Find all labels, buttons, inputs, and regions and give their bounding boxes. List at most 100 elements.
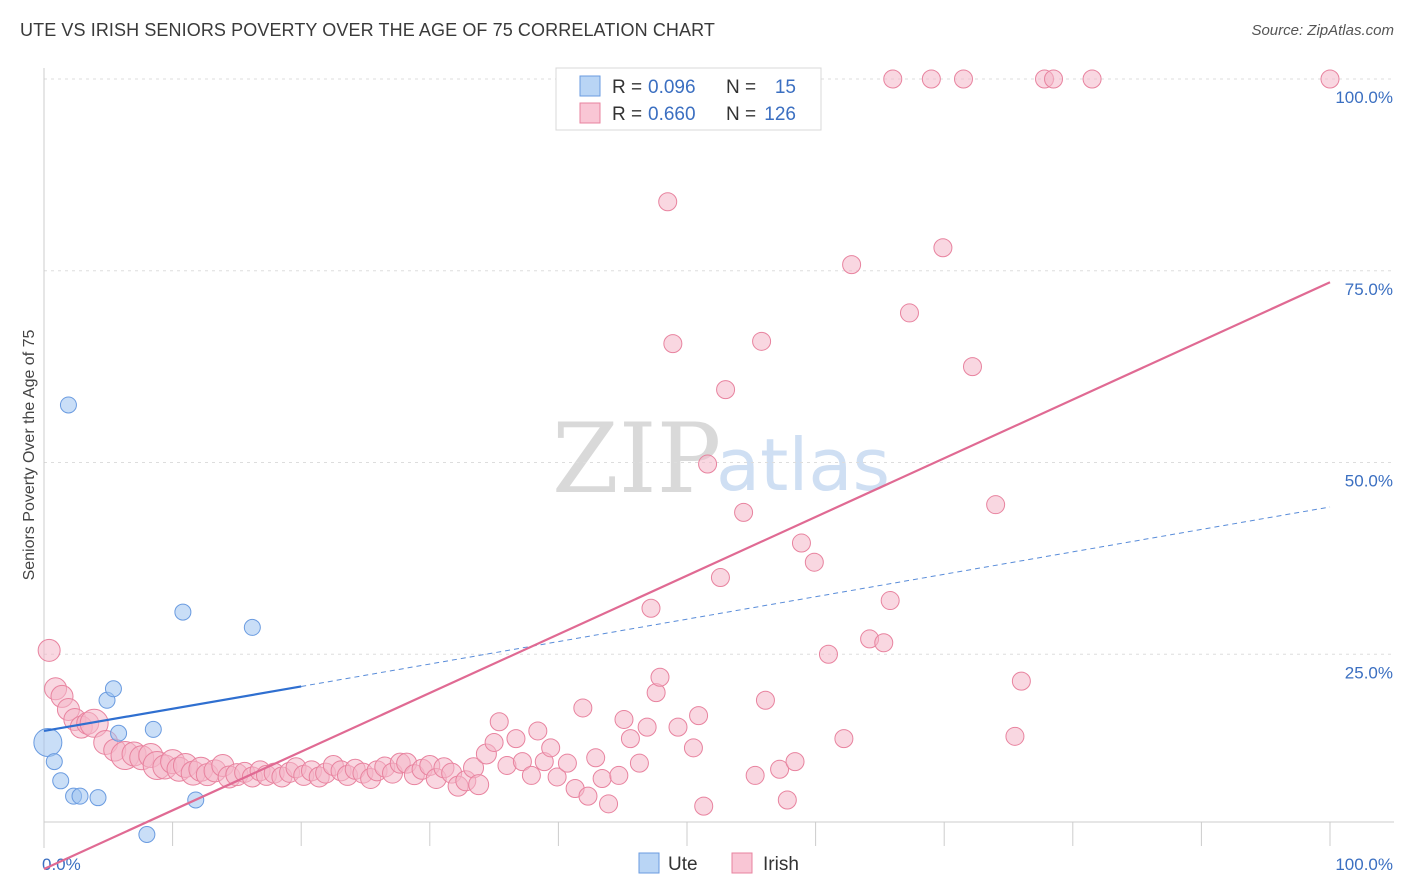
y-axis-label: Seniors Poverty Over the Age of 75 bbox=[21, 330, 38, 581]
x-tick-label-1: 100.0% bbox=[1335, 855, 1393, 874]
irish-point-100 bbox=[785, 752, 805, 772]
ute-point-2 bbox=[52, 772, 70, 790]
irish-point-0 bbox=[37, 638, 61, 662]
irish-point-79 bbox=[620, 729, 640, 749]
x-axis-ticks bbox=[43, 822, 1331, 846]
ute-point-6 bbox=[89, 789, 107, 807]
irish-point-82 bbox=[641, 598, 661, 618]
y-tick-label-2: 75.0% bbox=[1345, 280, 1393, 299]
bottom-legend-ute-swatch bbox=[638, 852, 660, 874]
irish-point-103 bbox=[818, 644, 838, 664]
irish-point-115 bbox=[883, 69, 903, 89]
watermark-atlas: atlas bbox=[716, 423, 890, 507]
y-tick-labels: 25.0% 50.0% 75.0% 100.0% bbox=[1335, 88, 1393, 682]
irish-point-80 bbox=[629, 753, 649, 773]
legend-irish-r-value: 0.660 bbox=[648, 104, 696, 125]
irish-point-91 bbox=[698, 454, 718, 474]
irish-point-99 bbox=[777, 790, 797, 810]
legend-ute-swatch bbox=[579, 75, 601, 97]
irish-point-81 bbox=[637, 717, 657, 737]
irish-point-95 bbox=[745, 765, 765, 785]
legend-irish-swatch bbox=[579, 102, 601, 124]
irish-point-104 bbox=[834, 729, 854, 749]
grid bbox=[44, 78, 1394, 655]
ute-point-14 bbox=[243, 618, 261, 636]
irish-point-63 bbox=[506, 729, 526, 749]
ute-point-3 bbox=[59, 396, 77, 414]
irish-point-75 bbox=[592, 769, 612, 789]
ute-series bbox=[33, 396, 261, 843]
source-label: Source: ZipAtlas.com bbox=[1251, 22, 1394, 39]
ute-point-9 bbox=[110, 724, 128, 742]
irish-point-89 bbox=[689, 706, 709, 726]
irish-point-94 bbox=[734, 502, 754, 522]
bottom-legend-irish-swatch bbox=[731, 852, 753, 874]
irish-point-66 bbox=[528, 721, 548, 741]
watermark-zip: ZIP bbox=[552, 403, 721, 515]
irish-point-87 bbox=[668, 717, 688, 737]
y-tick-label-1: 50.0% bbox=[1345, 472, 1393, 491]
ute-trend-line bbox=[43, 685, 302, 733]
y-tick-label-0: 25.0% bbox=[1345, 663, 1393, 682]
legend-irish-r-label: R = bbox=[612, 104, 642, 125]
irish-point-74 bbox=[586, 748, 606, 768]
legend-ute-r-value: 0.096 bbox=[648, 77, 696, 98]
irish-point-68 bbox=[541, 738, 561, 758]
legend-irish-n-label: N = bbox=[726, 104, 756, 125]
irish-point-85 bbox=[658, 192, 678, 212]
irish-point-65 bbox=[521, 765, 541, 785]
irish-point-108 bbox=[880, 591, 900, 611]
irish-point-64 bbox=[512, 752, 532, 772]
irish-point-98 bbox=[770, 759, 790, 779]
irish-point-114 bbox=[1011, 671, 1031, 691]
irish-point-110 bbox=[933, 238, 953, 258]
irish-point-78 bbox=[614, 709, 634, 729]
chart-title: UTE VS IRISH SENIORS POVERTY OVER THE AG… bbox=[20, 20, 715, 40]
irish-point-119 bbox=[1044, 69, 1064, 89]
ute-point-8 bbox=[104, 680, 122, 698]
irish-point-97 bbox=[755, 690, 775, 710]
ute-point-12 bbox=[174, 603, 192, 621]
irish-point-117 bbox=[953, 69, 973, 89]
irish-point-69 bbox=[547, 767, 567, 787]
irish-point-72 bbox=[573, 698, 593, 718]
bottom-legend: Ute Irish bbox=[638, 852, 799, 875]
ute-trend-extension bbox=[301, 506, 1331, 687]
irish-point-92 bbox=[710, 568, 730, 588]
irish-point-113 bbox=[1005, 726, 1025, 746]
irish-point-58 bbox=[468, 774, 490, 796]
irish-point-93 bbox=[716, 380, 736, 400]
ute-point-1 bbox=[45, 753, 63, 771]
x-tick-labels: 0.0% 100.0% bbox=[42, 855, 1393, 874]
irish-point-107 bbox=[874, 633, 894, 653]
irish-point-96 bbox=[752, 331, 772, 351]
irish-point-84 bbox=[650, 667, 670, 687]
irish-point-109 bbox=[899, 303, 919, 323]
irish-point-101 bbox=[791, 533, 811, 553]
ute-point-5 bbox=[71, 787, 89, 805]
legend-ute-r-label: R = bbox=[612, 77, 642, 98]
legend-irish-n-value: 126 bbox=[764, 104, 796, 125]
irish-point-90 bbox=[694, 796, 714, 816]
bottom-legend-ute-label: Ute bbox=[668, 854, 698, 875]
irish-trend-line bbox=[43, 281, 1331, 871]
irish-point-70 bbox=[557, 753, 577, 773]
bottom-legend-irish-label: Irish bbox=[763, 854, 799, 875]
legend-box: R = 0.096 N = 15 R = 0.660 N = 126 bbox=[555, 67, 822, 131]
irish-point-88 bbox=[683, 738, 703, 758]
irish-point-121 bbox=[1320, 69, 1340, 89]
irish-point-61 bbox=[489, 712, 509, 732]
irish-point-86 bbox=[663, 334, 683, 354]
irish-point-76 bbox=[599, 794, 619, 814]
irish-point-60 bbox=[484, 732, 504, 752]
ute-point-10 bbox=[138, 825, 156, 843]
irish-point-116 bbox=[921, 69, 941, 89]
legend-ute-n-label: N = bbox=[726, 77, 756, 98]
irish-point-112 bbox=[986, 495, 1006, 515]
irish-point-111 bbox=[962, 357, 982, 377]
irish-point-77 bbox=[609, 765, 629, 785]
ute-point-11 bbox=[144, 720, 162, 738]
irish-point-105 bbox=[842, 255, 862, 275]
irish-series bbox=[37, 69, 1340, 816]
